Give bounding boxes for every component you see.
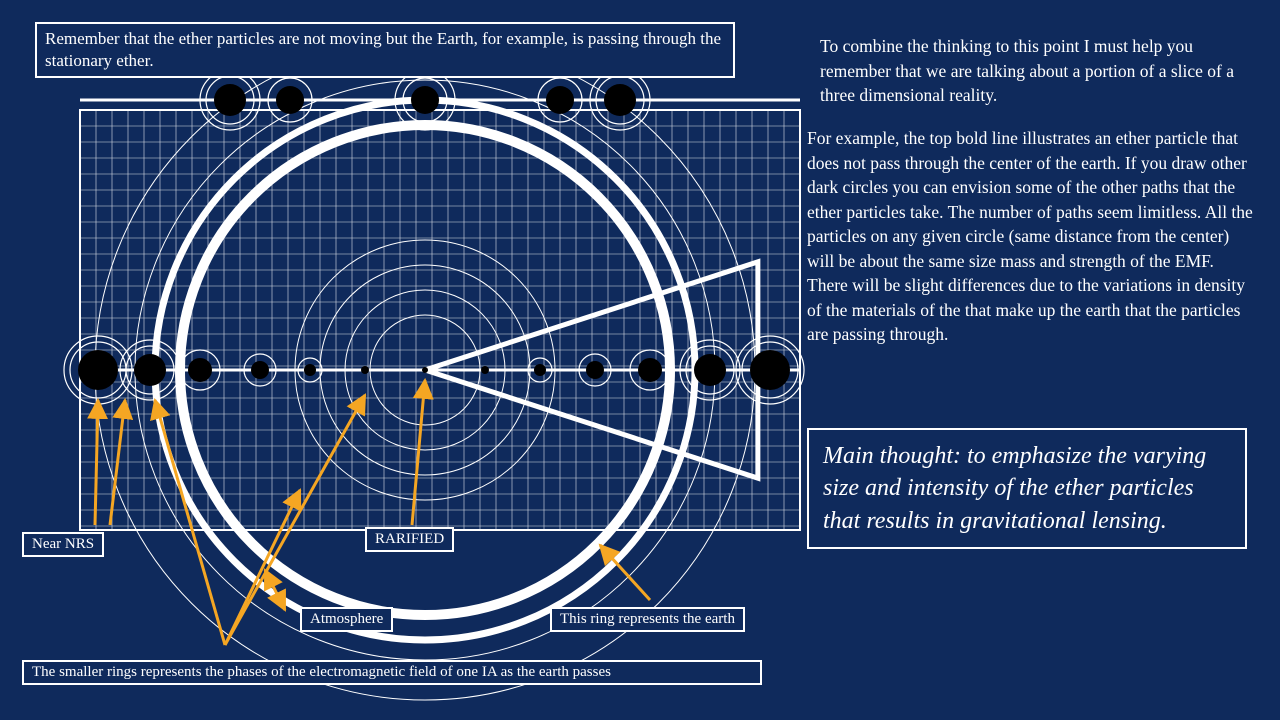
right-para-2: For example, the top bold line illustrat…: [807, 126, 1257, 347]
main-thought-box: Main thought: to emphasize the varying s…: [807, 428, 1247, 549]
right-para-1: To combine the thinking to this point I …: [820, 34, 1250, 108]
label-atmosphere: Atmosphere: [300, 607, 393, 632]
label-rarified: RARIFIED: [365, 527, 454, 552]
top-note-box: Remember that the ether particles are no…: [35, 22, 735, 78]
label-near-nrs: Near NRS: [22, 532, 104, 557]
label-earth-ring: This ring represents the earth: [550, 607, 745, 632]
label-smaller-rings: The smaller rings represents the phases …: [22, 660, 762, 685]
top-note-text: Remember that the ether particles are no…: [45, 29, 721, 70]
